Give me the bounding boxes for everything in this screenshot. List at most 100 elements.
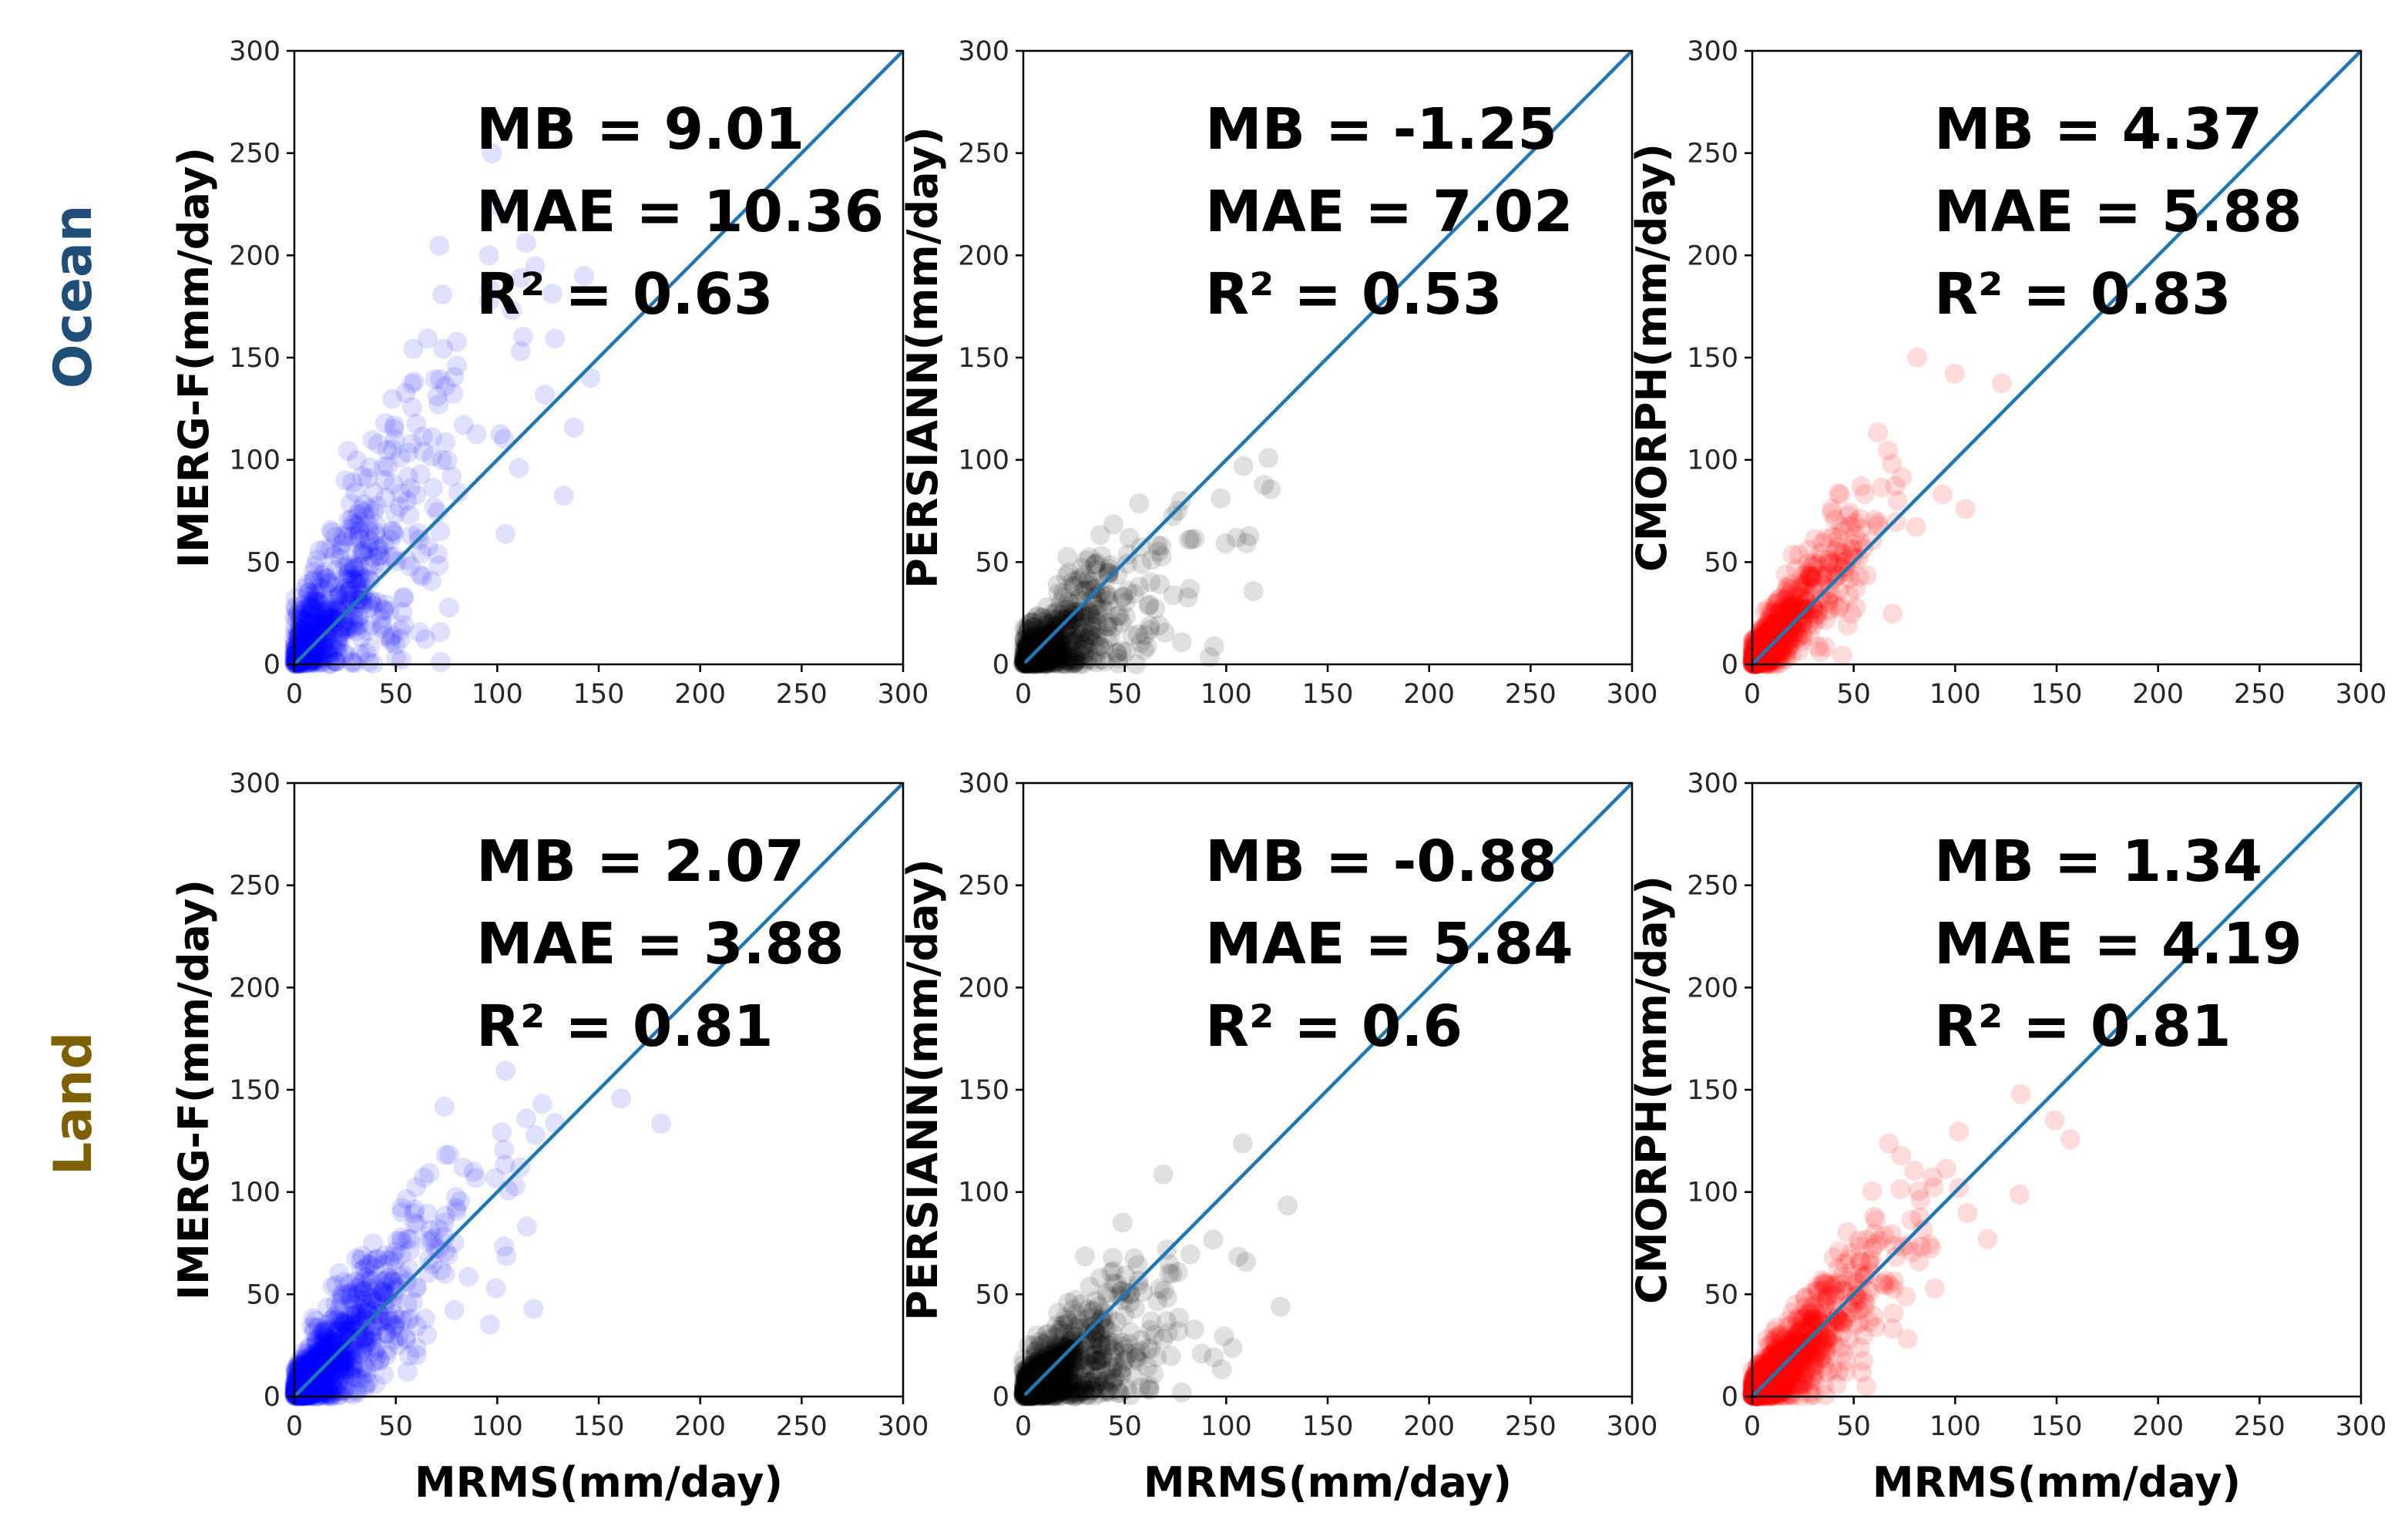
scatter-point bbox=[326, 560, 347, 580]
scatter-point bbox=[1765, 1328, 1785, 1349]
scatter-point bbox=[331, 535, 352, 556]
scatter-point bbox=[313, 646, 334, 667]
x-tick-label: 100 bbox=[472, 679, 523, 710]
scatter-point bbox=[318, 573, 339, 593]
scatter-point bbox=[404, 371, 425, 392]
scatter-point bbox=[297, 647, 318, 667]
scatter-point bbox=[288, 622, 309, 643]
scatter-point bbox=[329, 636, 349, 657]
x-tick-label: 250 bbox=[1505, 1411, 1557, 1442]
scatter-point bbox=[1023, 640, 1044, 661]
scatter-point bbox=[324, 620, 344, 640]
scatter-point bbox=[479, 278, 500, 299]
scatter-point bbox=[349, 556, 370, 576]
scatter-point bbox=[322, 630, 343, 650]
scatter-point bbox=[1106, 1312, 1127, 1333]
y-tick-label: 200 bbox=[1687, 240, 1738, 271]
scatter-point bbox=[1080, 576, 1101, 597]
scatter-point bbox=[288, 627, 309, 648]
x-tick-label: 300 bbox=[878, 679, 929, 710]
scatter-point bbox=[368, 546, 389, 566]
scatter-point bbox=[1215, 533, 1236, 554]
scatter-point bbox=[1168, 1321, 1189, 1342]
scatter-point bbox=[1119, 527, 1140, 548]
y-tick-label: 200 bbox=[958, 973, 1009, 1003]
scatter-point bbox=[406, 413, 427, 434]
x-tick-label: 0 bbox=[1744, 1411, 1761, 1442]
scatter-point bbox=[394, 587, 415, 607]
scatter-point bbox=[1236, 533, 1257, 553]
scatter-point bbox=[1014, 648, 1035, 669]
scatter-point bbox=[347, 573, 368, 594]
scatter-point bbox=[374, 534, 395, 555]
y-axis-label: PERSIANN(mm/day) bbox=[898, 126, 947, 588]
scatter-point bbox=[354, 540, 374, 560]
scatter-point bbox=[336, 616, 357, 637]
scatter-point bbox=[286, 637, 307, 658]
scatter-point bbox=[311, 595, 332, 616]
scatter-point bbox=[307, 617, 327, 638]
scatter-point bbox=[1063, 571, 1083, 592]
stat-mae: MAE = 5.88 bbox=[1934, 179, 2302, 245]
scatter-point bbox=[482, 194, 503, 215]
y-tick-label: 100 bbox=[229, 1178, 280, 1208]
scatter-point bbox=[298, 644, 319, 664]
scatter-point bbox=[340, 493, 361, 513]
scatter-point bbox=[321, 600, 341, 621]
scatter-point bbox=[1906, 516, 1926, 537]
scatter-point bbox=[298, 652, 319, 673]
x-tick-label: 300 bbox=[878, 1411, 929, 1442]
scatter-point bbox=[292, 627, 313, 648]
scatter-point bbox=[301, 640, 321, 661]
scatter-point bbox=[285, 587, 306, 608]
scatter-point bbox=[1071, 592, 1092, 612]
scatter-point bbox=[1151, 536, 1172, 556]
scatter-point bbox=[329, 624, 349, 644]
panel-ocean-cmorph: 005050100100150150200200250250300300CMOR… bbox=[1627, 36, 2386, 710]
scatter-point bbox=[339, 616, 360, 637]
scatter-point bbox=[1016, 619, 1036, 640]
scatter-point bbox=[313, 611, 334, 632]
scatter-point bbox=[321, 637, 342, 658]
scatter-point bbox=[301, 620, 321, 640]
scatter-point bbox=[302, 590, 323, 610]
scatter-point bbox=[301, 651, 322, 672]
scatter-point bbox=[367, 592, 388, 613]
scatter-point bbox=[307, 647, 327, 667]
scatter-point bbox=[446, 331, 467, 352]
scatter-point bbox=[1180, 1244, 1201, 1265]
scatter-point bbox=[363, 547, 384, 568]
scatter-point bbox=[361, 592, 381, 613]
scatter-point bbox=[316, 605, 337, 625]
scatter-point bbox=[341, 509, 362, 529]
scatter-point bbox=[371, 617, 392, 638]
scatter-point bbox=[322, 608, 343, 629]
scatter-point bbox=[313, 592, 334, 613]
scatter-point bbox=[1872, 477, 1892, 498]
scatter-point bbox=[317, 625, 338, 645]
scatter-point bbox=[1044, 640, 1065, 660]
scatter-point bbox=[377, 440, 398, 460]
scatter-point bbox=[317, 647, 338, 667]
scatter-point bbox=[297, 614, 317, 635]
scatter-point bbox=[1019, 653, 1040, 673]
scatter-point bbox=[651, 1114, 672, 1134]
scatter-point bbox=[1022, 650, 1043, 671]
scatter-point bbox=[313, 652, 334, 672]
scatter-point bbox=[400, 1229, 421, 1249]
scatter-point bbox=[1075, 629, 1096, 650]
scatter-point bbox=[1892, 467, 1913, 488]
scatter-point bbox=[350, 499, 371, 520]
scatter-point bbox=[291, 644, 312, 664]
scatter-point bbox=[415, 629, 435, 650]
scatter-point bbox=[358, 529, 379, 550]
scatter-point bbox=[479, 1314, 500, 1335]
scatter-point bbox=[346, 557, 367, 578]
scatter-point bbox=[2009, 1184, 2030, 1205]
scatter-point bbox=[1243, 581, 1264, 602]
scatter-point bbox=[299, 582, 320, 602]
scatter-point bbox=[302, 599, 323, 620]
scatter-point bbox=[318, 638, 339, 659]
scatter-point bbox=[1076, 650, 1097, 671]
scatter-point bbox=[334, 619, 355, 640]
